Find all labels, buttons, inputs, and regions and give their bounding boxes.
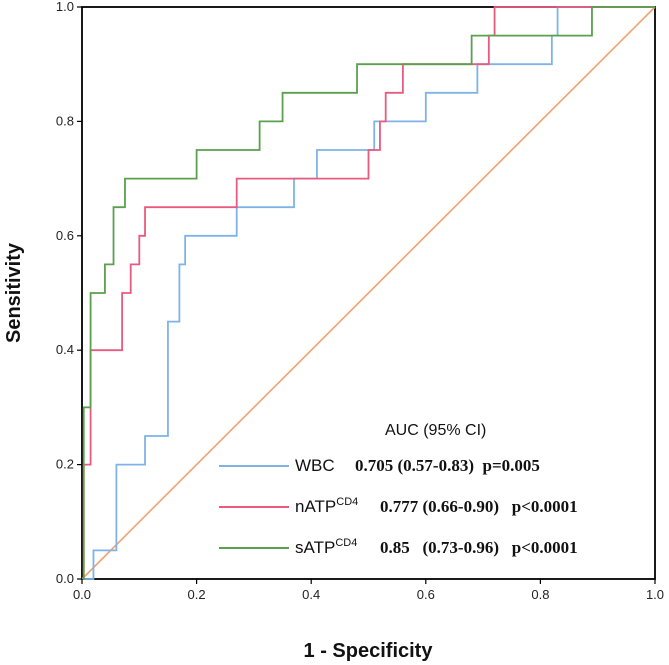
x-tick-label: 0.0 — [73, 587, 91, 602]
legend-label: sATPCD4 — [295, 537, 357, 557]
y-tick-label: 0.8 — [56, 113, 74, 128]
x-axis-title: 1 - Specificity — [304, 640, 434, 662]
legend-auc-value: 0.705 (0.57-0.83) p=0.005 — [355, 456, 540, 475]
x-tick-label: 1.0 — [646, 587, 664, 602]
y-tick-label: 0.6 — [56, 228, 74, 243]
legend-title: AUC (95% CI) — [385, 422, 486, 439]
y-tick-label: 0.2 — [56, 457, 74, 472]
x-tick-label: 0.6 — [417, 587, 435, 602]
plot-frame — [81, 6, 656, 580]
x-tick-label: 0.2 — [188, 587, 206, 602]
legend-auc-value: 0.777 (0.66-0.90) p<0.0001 — [380, 497, 578, 516]
y-tick-label: 0.0 — [56, 571, 74, 586]
y-axis-title: Sensitivity — [3, 242, 25, 343]
legend-label: WBC — [295, 456, 335, 475]
series-line-satp-cd4 — [82, 6, 655, 580]
reference-line — [81, 6, 656, 580]
y-tick-label: 0.4 — [56, 342, 74, 357]
y-tick-label: 1.0 — [56, 0, 74, 14]
x-tick-label: 0.8 — [531, 587, 549, 602]
legend: AUC (95% CI) WBC 0.705 (0.57-0.83) p=0.00… — [219, 422, 578, 557]
legend-label: nATPCD4 — [295, 496, 358, 516]
legend-auc-value: 0.85 (0.73-0.96) p<0.0001 — [380, 538, 578, 557]
x-tick-label: 0.4 — [302, 587, 320, 602]
